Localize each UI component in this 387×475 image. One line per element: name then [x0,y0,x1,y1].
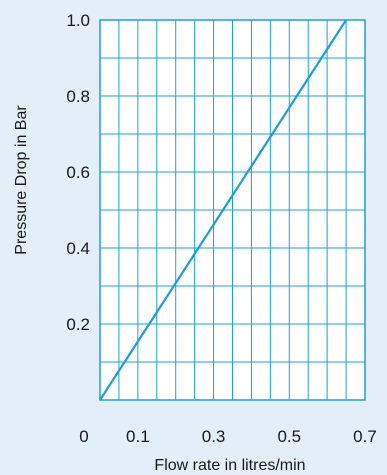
y-tick-label: 0.8 [66,87,90,106]
y-tick-label: 1.0 [66,11,90,30]
origin-label: 0 [79,427,88,446]
y-tick-label: 0.4 [66,239,90,258]
x-tick-label: 0.3 [202,427,226,446]
y-axis-title: Pressure Drop in Bar [13,105,30,255]
grid [100,20,365,400]
x-tick-label: 0.7 [353,427,377,446]
x-tick-labels: 0.1 0.3 0.5 0.7 [126,427,377,446]
series-line [99,19,347,401]
y-tick-labels: 0.2 0.4 0.6 0.8 1.0 [66,11,90,334]
x-tick-label: 0.1 [126,427,150,446]
y-tick-label: 0.6 [66,163,90,182]
y-tick-label: 0.2 [66,315,90,334]
series-group [99,19,347,401]
x-axis-title: Flow rate in litres/min [154,457,305,474]
x-tick-label: 0.5 [277,427,301,446]
plot-border [99,19,366,401]
